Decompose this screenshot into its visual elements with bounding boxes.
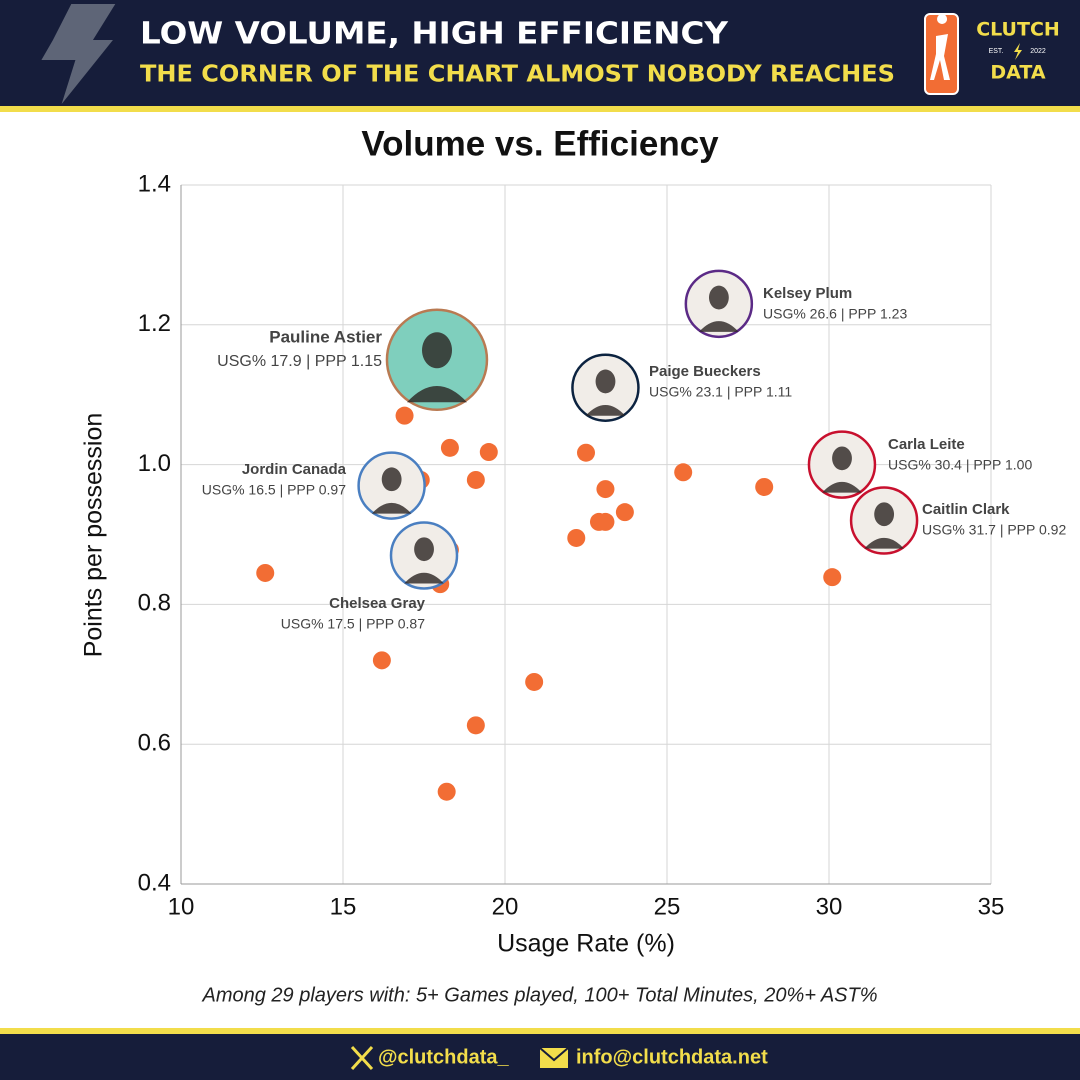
- header-subtitle: THE CORNER OF THE CHART ALMOST NOBODY RE…: [140, 62, 895, 88]
- y-tick-label: 1.2: [138, 310, 171, 337]
- chart-title: Volume vs. Efficiency: [361, 124, 719, 163]
- y-tick-label: 0.8: [138, 590, 171, 617]
- y-tick-label: 1.4: [138, 170, 171, 197]
- logo: CLUTCH EST. 2022 DATA: [924, 13, 1060, 95]
- player-stats: USG% 17.5 | PPP 0.87: [281, 616, 425, 632]
- player-stats: USG% 26.6 | PPP 1.23: [763, 306, 907, 322]
- point: [372, 651, 391, 670]
- chart-note: Among 29 players with: 5+ Games played, …: [202, 984, 878, 1006]
- y-tick-label: 1.0: [138, 450, 171, 477]
- point: [479, 443, 498, 462]
- x-tick-label: 35: [978, 893, 1005, 920]
- y-tick-label: 0.4: [138, 869, 171, 896]
- mail-flap: [539, 1047, 569, 1062]
- player-name: Pauline Astier: [269, 327, 382, 346]
- header-bar: [0, 0, 1080, 106]
- player-stats: USG% 30.4 | PPP 1.00: [888, 457, 1032, 473]
- logo-est: EST.: [989, 48, 1004, 55]
- logo-top: CLUTCH: [976, 19, 1060, 41]
- league-silhouette: [930, 14, 950, 80]
- logo-year: 2022: [1030, 48, 1046, 55]
- point: [674, 463, 693, 482]
- x-icon: [350, 1045, 374, 1071]
- header-title: LOW VOLUME, HIGH EFFICIENCY: [140, 17, 729, 52]
- point: [440, 438, 459, 457]
- player-silhouette: [864, 502, 904, 549]
- player-name: Carla Leite: [888, 436, 965, 453]
- point: [596, 512, 615, 531]
- point: [525, 672, 544, 691]
- point: [437, 782, 456, 801]
- x-tick-label: 20: [492, 893, 519, 920]
- y-tick-label: 0.6: [138, 730, 171, 757]
- player-stats: USG% 23.1 | PPP 1.11: [649, 384, 792, 400]
- player-name: Caitlin Clark: [922, 501, 1010, 518]
- player-silhouette: [371, 467, 412, 514]
- x-tick-label: 15: [330, 893, 357, 920]
- player-silhouette: [406, 332, 467, 403]
- player-silhouette: [585, 369, 626, 416]
- player-stats: USG% 17.9 | PPP 1.15: [217, 353, 382, 370]
- point: [395, 406, 414, 425]
- player-name: Jordin Canada: [242, 461, 347, 478]
- player-silhouette: [404, 537, 444, 584]
- player-silhouette: [822, 446, 862, 493]
- point: [256, 563, 275, 582]
- player-name: Kelsey Plum: [763, 285, 852, 302]
- point: [577, 443, 595, 462]
- footer-email[interactable]: info@clutchdata.net: [576, 1046, 768, 1068]
- x-axis-label: Usage Rate (%): [497, 930, 675, 958]
- player-stats: USG% 16.5 | PPP 0.97: [202, 482, 346, 498]
- point: [755, 477, 774, 496]
- point: [823, 568, 842, 587]
- y-axis-label: Points per possession: [80, 413, 108, 658]
- point: [567, 528, 586, 547]
- x-tick-label: 30: [816, 893, 843, 920]
- x-tick-label: 10: [168, 893, 195, 920]
- player-name: Chelsea Gray: [329, 595, 426, 612]
- point: [466, 716, 485, 735]
- footer-stripe: [0, 1028, 1080, 1034]
- point: [615, 503, 634, 522]
- logo-bottom: DATA: [990, 62, 1045, 84]
- player-name: Paige Bueckers: [649, 363, 761, 380]
- logo-bolt: [1014, 43, 1022, 60]
- player-stats: USG% 31.7 | PPP 0.92: [922, 522, 1066, 538]
- plot-area: 10 15 20 25 30 35 0.4 0.6 0.8 1.0 1.2 1.4 Pauline As…: [138, 170, 1067, 920]
- bolt-icon: [41, 4, 116, 104]
- player-silhouette: [699, 285, 739, 332]
- footer-twitter[interactable]: @clutchdata_: [378, 1046, 510, 1068]
- point: [466, 470, 485, 489]
- header-stripe: [0, 106, 1080, 112]
- x-tick-label: 25: [654, 893, 681, 920]
- point: [596, 480, 615, 499]
